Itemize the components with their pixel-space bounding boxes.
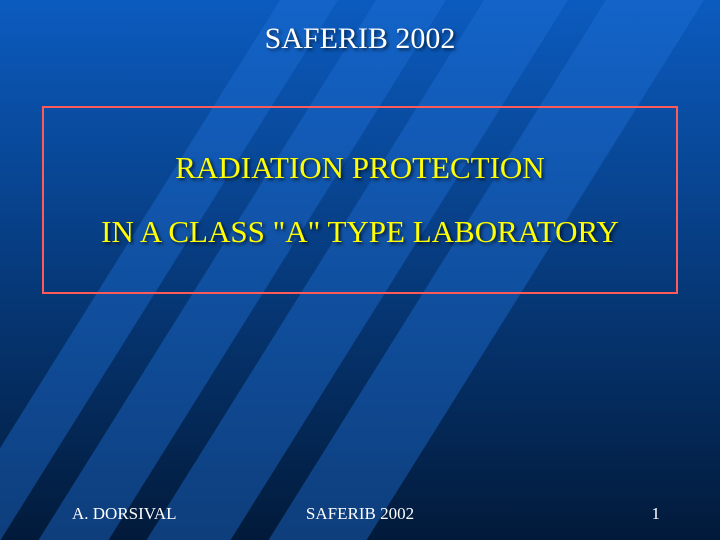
footer-conference: SAFERIB 2002 [306,504,414,524]
footer-author: A. DORSIVAL [72,504,177,524]
header-text: SAFERIB 2002 [265,22,456,55]
slide-header: SAFERIB 2002 [0,22,720,56]
title-box: RADIATION PROTECTION IN A CLASS "A" TYPE… [42,106,678,294]
title-line-1: RADIATION PROTECTION [175,150,544,186]
slide-footer: A. DORSIVAL SAFERIB 2002 1 [0,504,720,524]
footer-page-number: 1 [652,504,661,524]
title-line-2: IN A CLASS "A" TYPE LABORATORY [101,214,619,250]
slide: SAFERIB 2002 RADIATION PROTECTION IN A C… [0,0,720,540]
